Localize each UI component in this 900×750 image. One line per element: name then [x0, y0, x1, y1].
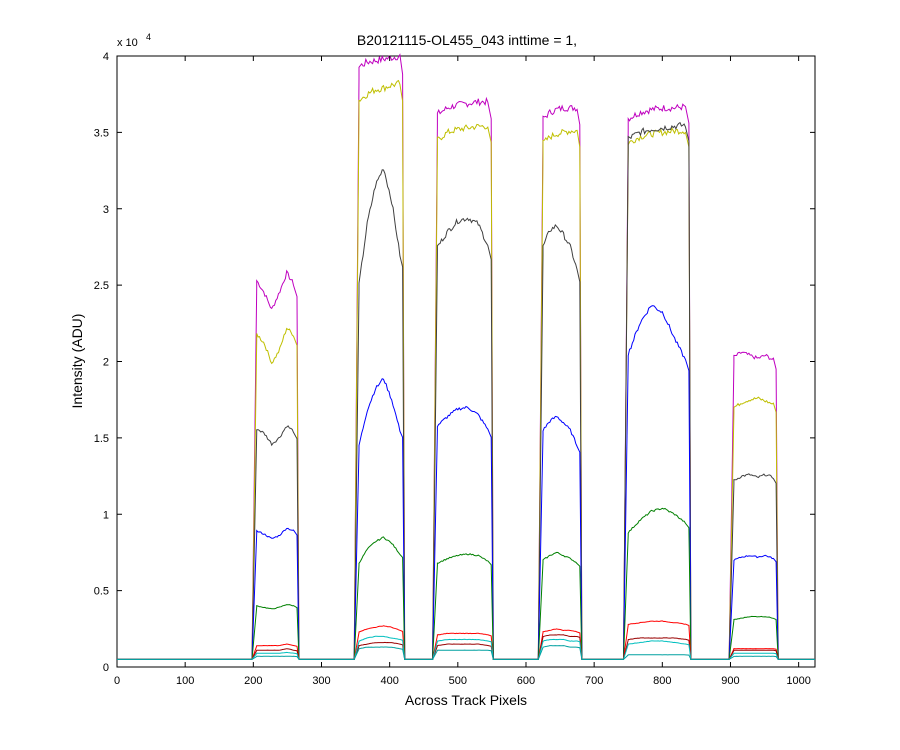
x-tick-label: 300 — [312, 675, 330, 687]
y-tick-label: 3.5 — [94, 127, 109, 139]
series-line-7 — [117, 635, 815, 660]
series-line-2 — [117, 121, 815, 660]
y-tick-label: 0 — [103, 662, 109, 674]
series-line-1 — [117, 79, 815, 660]
series-line-8 — [117, 645, 815, 660]
x-tick-label: 1000 — [786, 675, 810, 687]
x-axis-title: Across Track Pixels — [405, 692, 527, 708]
y-axis-exponent-base: x 10 — [117, 37, 138, 49]
series-line-3 — [117, 305, 815, 660]
x-tick-label: 900 — [721, 675, 739, 687]
x-tick-label: 100 — [176, 675, 194, 687]
chart-title: B20121115-OL455_043 inttime = 1, — [357, 32, 577, 48]
ticks-layer: 0 100 200 300 400 500 600 700 800 900 1000 0 0.5 1 1.5… — [94, 51, 815, 687]
y-tick-label: 2.5 — [94, 280, 109, 292]
x-tick-label: 200 — [244, 675, 262, 687]
x-tick-label: 600 — [517, 675, 535, 687]
y-tick-label: 4 — [103, 51, 109, 63]
y-tick-label: 0.5 — [94, 586, 109, 598]
x-tick-label: 700 — [585, 675, 603, 687]
x-tick-label: 0 — [114, 675, 120, 687]
x-tick-label: 400 — [380, 675, 398, 687]
plot-area: 0 100 200 300 400 500 600 700 800 900 1000 0 0.5 1 1.5… — [94, 51, 816, 687]
series-line-6 — [117, 634, 815, 660]
y-axis-title: Intensity (ADU) — [69, 314, 85, 409]
y-tick-label: 1 — [103, 509, 109, 521]
y-axis-exponent-power: 4 — [146, 32, 151, 42]
series-layer — [117, 53, 815, 660]
y-tick-label: 3 — [103, 204, 109, 216]
y-tick-label: 1.5 — [94, 433, 109, 445]
x-tick-label: 500 — [449, 675, 467, 687]
y-tick-label: 2 — [103, 357, 109, 369]
series-line-4 — [117, 507, 815, 660]
x-tick-label: 800 — [653, 675, 671, 687]
plot-frame — [116, 55, 816, 668]
